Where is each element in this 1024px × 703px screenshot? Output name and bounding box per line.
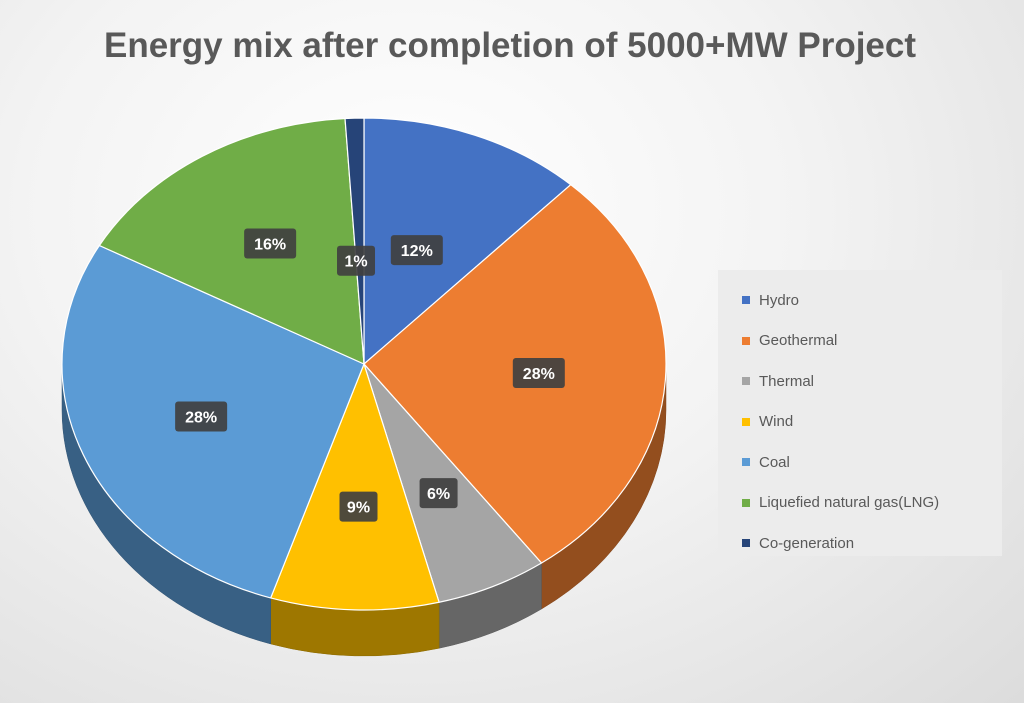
data-label-thermal: 6%: [427, 486, 450, 503]
legend-item-geothermal: Geothermal: [718, 321, 1002, 362]
legend-swatch-wind: [742, 417, 750, 426]
legend-swatch-liquefied-natural-gas-lng: [742, 498, 750, 507]
legend-label-coal: Coal: [759, 453, 790, 471]
legend-label-wind: Wind: [759, 413, 794, 431]
data-label-wind: 9%: [347, 500, 370, 517]
data-label-box-coal: [175, 401, 228, 432]
data-label-box-thermal: [419, 478, 458, 509]
legend-swatch-co-generation: [742, 539, 750, 548]
legend-item-hydro: Hydro: [718, 280, 1002, 321]
data-label-box-geothermal: [512, 357, 565, 388]
legend-item-coal: Coal: [718, 442, 1002, 483]
pie-slice-co-generation: [344, 117, 365, 365]
data-label-box-liquefied-natural-gas-lng: [244, 228, 297, 259]
legend-swatch-coal: [742, 458, 750, 467]
data-label-hydro: 12%: [401, 243, 433, 260]
legend-swatch-hydro: [742, 296, 750, 305]
pie-slice-liquefied-natural-gas-lng: [98, 117, 365, 365]
legend-swatch-geothermal: [742, 336, 750, 345]
data-label-liquefied-natural-gas-lng: 16%: [254, 237, 286, 254]
data-label-coal: 28%: [185, 410, 217, 427]
legend-item-wind: Wind: [718, 402, 1002, 443]
legend-item-liquefied-natural-gas-lng: Liquefied natural gas(LNG): [718, 483, 1002, 524]
chart-title: Energy mix after completion of 5000+MW P…: [103, 26, 917, 65]
legend-label-liquefied-natural-gas-lng: Liquefied natural gas(LNG): [759, 494, 940, 512]
legend: Hydro Geothermal Thermal Wind Coal Liquefied …: [718, 270, 1002, 556]
legend-label-hydro: Hydro: [759, 291, 800, 309]
legend-swatch-thermal: [742, 377, 750, 386]
data-label-box-wind: [339, 491, 378, 522]
legend-item-thermal: Thermal: [718, 361, 1002, 402]
legend-item-co-generation: Co-generation: [718, 523, 1002, 564]
data-label-box-hydro: [390, 235, 443, 266]
data-label-box-co-generation: [337, 245, 376, 276]
data-label-co-generation: 1%: [344, 254, 367, 271]
legend-label-co-generation: Co-generation: [759, 534, 855, 552]
pie-slice-hydro: [363, 117, 572, 365]
data-label-geothermal: 28%: [523, 366, 555, 383]
legend-label-geothermal: Geothermal: [759, 332, 838, 350]
pie-slice-wind: [270, 363, 440, 611]
legend-label-thermal: Thermal: [759, 372, 815, 390]
